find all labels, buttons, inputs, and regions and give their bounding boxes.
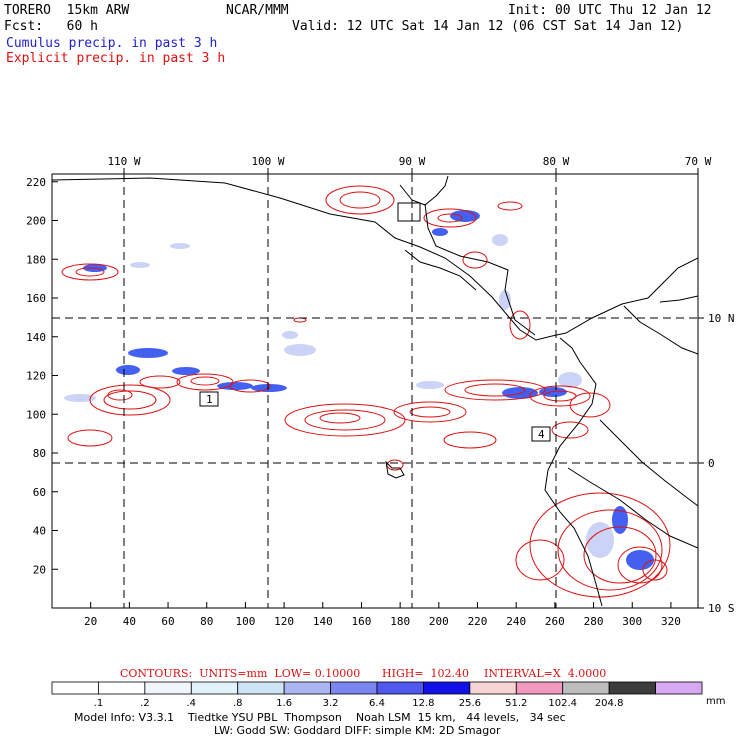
precip-colorbar: .1 .2 .4 .8 1.6 3.2 6.4 12.8 25.6 51.2 102.4 204.8 (51, 681, 703, 709)
x-tick-label: 20 (84, 615, 97, 628)
x-tick-label: 60 (161, 615, 174, 628)
x-tick-label: 100 (235, 615, 255, 628)
light-cumulus-shading (64, 234, 614, 558)
x-tick-label: 200 (429, 615, 449, 628)
longitude-labels: 110 W 100 W 90 W 80 W 70 W (107, 155, 712, 174)
init-time: Init: 00 UTC Thu 12 Jan 12 (508, 3, 712, 18)
x-tick-label: 160 (352, 615, 372, 628)
organization: NCAR/MMM (226, 3, 289, 18)
colorbar-label: .2 (140, 698, 150, 709)
x-tick-label: 300 (622, 615, 642, 628)
x-tick-label: 240 (506, 615, 526, 628)
y-tick-label: 160 (26, 292, 46, 305)
latitude-labels: 10 N 0 10 S (698, 312, 735, 615)
x-tick-label: 140 (313, 615, 333, 628)
colorbar-swatch (237, 681, 285, 695)
coastlines (52, 175, 698, 607)
y-tick-label: 100 (26, 408, 46, 421)
explicit-label: Explicit precip. in past 3 h (6, 51, 226, 66)
map-frame (51, 173, 699, 609)
colorbar-label: .4 (187, 698, 197, 709)
x-tick-label: 220 (468, 615, 488, 628)
colorbar-label: 6.4 (369, 698, 385, 709)
colorbar-label: 204.8 (595, 698, 624, 709)
explicit-precip-contours (61, 185, 671, 598)
y-tick-label: 180 (26, 253, 46, 266)
contour-label-boxes (199, 202, 551, 442)
colorbar-label: 12.8 (412, 698, 434, 709)
colorbar-swatch (423, 681, 471, 695)
cumulus-precip-shading (83, 210, 654, 570)
x-tick-label: 120 (274, 615, 294, 628)
colorbar-swatch (608, 681, 656, 695)
x-tick-label: 280 (584, 615, 604, 628)
model-info-line1: Model Info: V3.3.1 Tiedtke YSU PBL Thomp… (74, 711, 566, 724)
colorbar-swatch (376, 681, 424, 695)
cumulus-label: Cumulus precip. in past 3 h (6, 36, 218, 51)
colorbar-label: .1 (94, 698, 104, 709)
x-tick-label: 80 (200, 615, 213, 628)
colorbar-swatch (98, 681, 146, 695)
colorbar-label: 102.4 (548, 698, 577, 709)
lon-label: 90 W (399, 155, 426, 168)
colorbar-label: 51.2 (505, 698, 527, 709)
lon-label: 110 W (107, 155, 140, 168)
forecast-hour: Fcst: 60 h (4, 19, 98, 34)
colorbar-swatch (144, 681, 192, 695)
valid-time: Valid: 12 UTC Sat 14 Jan 12 (06 CST Sat … (292, 19, 684, 34)
box-label-4: 4 (538, 428, 545, 441)
lon-label: 80 W (543, 155, 570, 168)
x-axis-ticks: 20 40 60 80 100 120 140 160 180 200 220 240 260 280 30… (84, 602, 681, 628)
colorbar-swatch (515, 681, 564, 695)
y-tick-label: 40 (33, 525, 46, 538)
box-label-1: 1 (206, 393, 213, 406)
x-tick-label: 260 (545, 615, 565, 628)
lon-label: 70 W (685, 155, 712, 168)
x-tick-label: 180 (390, 615, 410, 628)
y-tick-label: 60 (33, 486, 46, 499)
lat-label: 10 N (708, 312, 735, 325)
colorbar-swatch (190, 681, 239, 695)
y-tick-label: 120 (26, 370, 46, 383)
latlon-grid (52, 174, 698, 608)
lon-label: 100 W (251, 155, 284, 168)
colorbar-label: 25.6 (459, 698, 481, 709)
y-tick-label: 140 (26, 331, 46, 344)
colorbar-swatch (655, 681, 703, 695)
y-axis-ticks: 20 40 60 80 100 120 140 160 180 200 220 (26, 176, 58, 576)
x-tick-label: 320 (661, 615, 681, 628)
y-tick-label: 80 (33, 447, 46, 460)
colorbar-label: .8 (233, 698, 243, 709)
colorbar-swatch (562, 681, 610, 695)
model-info-line2: LW: Godd SW: Goddard DIFF: simple KM: 2D… (214, 724, 501, 737)
colorbar-swatch (283, 681, 331, 695)
y-tick-label: 200 (26, 215, 46, 228)
contour-interval: INTERVAL=X 4.0000 (484, 667, 607, 680)
y-tick-label: 20 (33, 563, 46, 576)
x-tick-label: 40 (123, 615, 136, 628)
model-name: TORERO 15km ARW (4, 3, 130, 18)
colorbar-label: 3.2 (323, 698, 339, 709)
colorbar-swatch (469, 681, 517, 695)
lat-label: 10 S (708, 602, 735, 615)
contour-high: HIGH= 102.40 (382, 667, 470, 680)
colorbar-label: 1.6 (276, 698, 292, 709)
y-tick-label: 220 (26, 176, 46, 189)
lat-label: 0 (708, 457, 715, 470)
colorbar-swatch (51, 681, 99, 695)
colorbar-unit: mm (706, 696, 725, 707)
contour-units-low: CONTOURS: UNITS=mm LOW= 0.10000 (120, 667, 361, 680)
colorbar-swatch (330, 681, 378, 695)
